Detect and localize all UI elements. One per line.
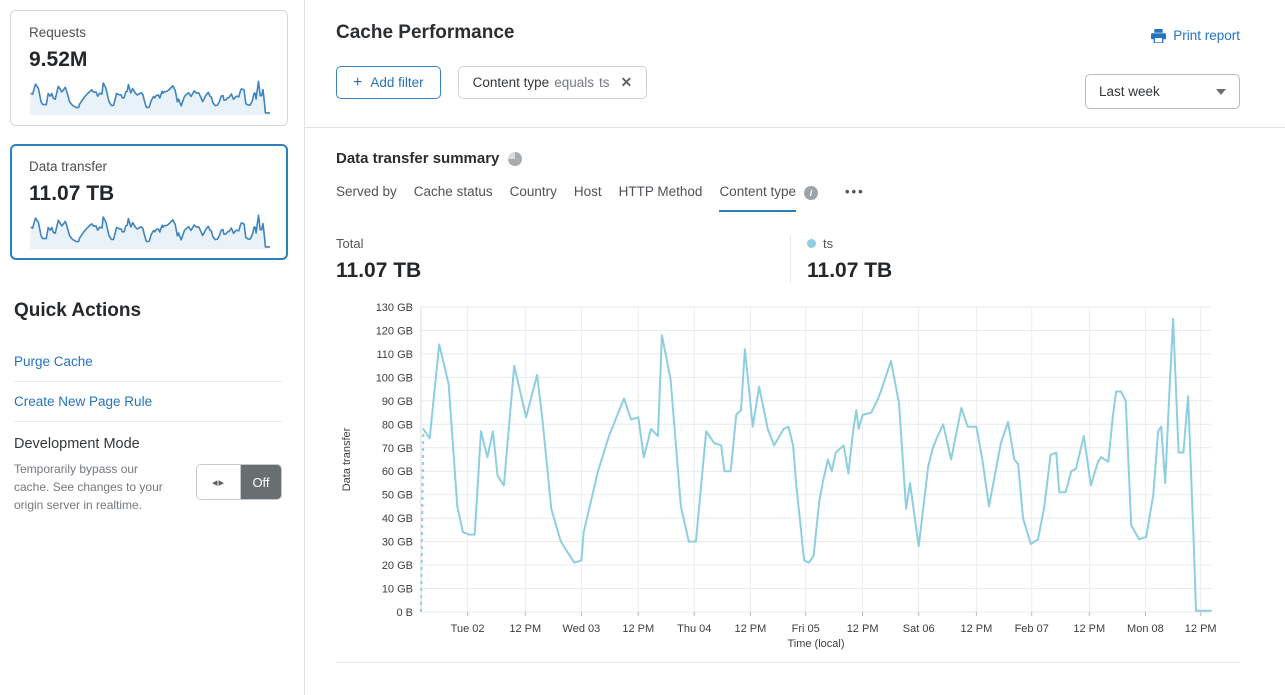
data-transfer-sparkline-chart — [30, 214, 270, 249]
ts-legend-value: 11.07 TB — [807, 259, 893, 282]
time-range-value: Last week — [1099, 84, 1160, 99]
requests-card[interactable]: Requests 9.52M — [10, 10, 288, 126]
data-transfer-summary-section: Data transfer summary Served by Cache sta… — [305, 128, 1285, 663]
svg-text:12 PM: 12 PM — [735, 623, 767, 635]
svg-text:Sat 06: Sat 06 — [903, 623, 935, 635]
divider — [14, 421, 282, 422]
chart-container: 0 B 10 GB 20 GB 30 GB 40 GB 50 GB 60 GB 70 GB 80… — [336, 299, 1240, 656]
summary-title: Data transfer summary — [336, 150, 500, 167]
data-transfer-card-label: Data transfer — [29, 159, 108, 174]
plus-icon: + — [353, 73, 363, 91]
add-filter-label: Add filter — [370, 75, 424, 90]
time-range-select[interactable]: Last week — [1085, 74, 1240, 109]
svg-text:Feb 07: Feb 07 — [1015, 623, 1049, 635]
tab-served-by[interactable]: Served by — [336, 184, 397, 212]
tab-content-type[interactable]: Content type i — [719, 184, 818, 212]
svg-text:70 GB: 70 GB — [382, 443, 413, 455]
divider — [336, 662, 1240, 663]
svg-text:50 GB: 50 GB — [382, 490, 413, 502]
filter-chip-operator: equals — [554, 75, 594, 90]
svg-text:12 PM: 12 PM — [961, 623, 993, 635]
purge-cache-link[interactable]: Purge Cache — [14, 354, 93, 369]
svg-text:12 PM: 12 PM — [1073, 623, 1105, 635]
requests-sparkline-chart — [30, 80, 270, 115]
totals-row: Total 11.07 TB ts 11.07 TB — [336, 236, 1240, 283]
page-title: Cache Performance — [336, 22, 515, 43]
ts-legend-block: ts 11.07 TB — [791, 236, 892, 283]
filter-chip-field: Content type — [472, 75, 550, 90]
svg-text:Tue 02: Tue 02 — [451, 623, 485, 635]
development-mode-toggle[interactable]: ◂▸ Off — [196, 464, 282, 500]
tab-label: Cache status — [413, 184, 493, 199]
quick-actions-title: Quick Actions — [14, 300, 142, 321]
requests-card-value: 9.52M — [29, 48, 88, 71]
svg-text:20 GB: 20 GB — [382, 560, 413, 572]
quick-actions-section: Quick Actions Purge Cache Create New Pag… — [10, 278, 288, 514]
tab-http-method[interactable]: HTTP Method — [619, 184, 703, 212]
development-mode-block: Development Mode Temporarily bypass our … — [14, 422, 282, 514]
tab-label: Host — [573, 184, 602, 199]
main-header: Cache Performance Print report + Add fil… — [305, 0, 1285, 128]
total-value: 11.07 TB — [336, 259, 422, 282]
svg-text:60 GB: 60 GB — [382, 466, 413, 478]
svg-text:40 GB: 40 GB — [382, 513, 413, 525]
more-tabs-icon[interactable]: ••• — [845, 184, 865, 199]
tab-label: Served by — [336, 184, 397, 199]
add-filter-button[interactable]: + Add filter — [336, 66, 441, 99]
svg-text:12 PM: 12 PM — [622, 623, 654, 635]
requests-card-label: Requests — [29, 25, 87, 40]
total-block: Total 11.07 TB — [336, 236, 790, 283]
svg-text:Thu 04: Thu 04 — [677, 623, 711, 635]
ts-legend-dot — [807, 239, 816, 248]
development-mode-description: Temporarily bypass our cache. See change… — [14, 462, 163, 512]
svg-text:0 B: 0 B — [396, 607, 413, 619]
tab-country[interactable]: Country — [510, 184, 557, 212]
create-page-rule-link[interactable]: Create New Page Rule — [14, 394, 153, 409]
svg-text:12 PM: 12 PM — [847, 623, 879, 635]
total-label: Total — [336, 236, 364, 251]
svg-text:10 GB: 10 GB — [382, 584, 413, 596]
tab-label: HTTP Method — [618, 184, 703, 199]
svg-text:Mon 08: Mon 08 — [1127, 623, 1164, 635]
svg-text:12 PM: 12 PM — [509, 623, 541, 635]
sidebar: Requests 9.52M Data transfer 11.07 TB Qu… — [0, 0, 305, 695]
svg-text:Data transfer: Data transfer — [341, 427, 353, 491]
toggle-arrows-icon: ◂▸ — [197, 465, 241, 499]
data-transfer-card[interactable]: Data transfer 11.07 TB — [10, 144, 288, 260]
chevron-down-icon — [1216, 88, 1226, 95]
svg-text:110 GB: 110 GB — [377, 349, 414, 361]
tab-label: Content type — [719, 184, 796, 212]
print-report-button[interactable]: Print report — [1151, 28, 1240, 43]
print-report-label: Print report — [1173, 28, 1240, 43]
filter-chip-value: ts — [598, 75, 610, 90]
printer-icon — [1151, 28, 1167, 43]
toggle-state-label: Off — [241, 465, 281, 499]
divider — [790, 236, 791, 283]
svg-text:130 GB: 130 GB — [376, 302, 413, 314]
remove-filter-icon[interactable]: ✕ — [620, 74, 633, 90]
tab-host[interactable]: Host — [574, 184, 602, 212]
info-icon[interactable]: i — [804, 186, 818, 200]
svg-text:Fri 05: Fri 05 — [792, 623, 820, 635]
data-transfer-line-chart[interactable]: 0 B 10 GB 20 GB 30 GB 40 GB 50 GB 60 GB 70 GB 80… — [336, 299, 1217, 651]
summary-tabs: Served by Cache status Country Host HTTP Met… — [336, 184, 1240, 212]
svg-text:Time (local): Time (local) — [787, 638, 844, 650]
tab-cache-status[interactable]: Cache status — [414, 184, 493, 212]
svg-text:30 GB: 30 GB — [382, 537, 413, 549]
svg-text:Wed 03: Wed 03 — [563, 623, 601, 635]
pie-chart-icon — [508, 151, 523, 166]
development-mode-title: Development Mode — [14, 436, 140, 452]
svg-text:90 GB: 90 GB — [382, 396, 413, 408]
svg-text:80 GB: 80 GB — [382, 419, 413, 431]
data-transfer-card-value: 11.07 TB — [29, 182, 115, 205]
divider — [14, 381, 282, 382]
svg-text:12 PM: 12 PM — [1185, 623, 1216, 635]
tab-label: Country — [509, 184, 557, 199]
main-content: Cache Performance Print report + Add fil… — [305, 0, 1285, 695]
svg-text:100 GB: 100 GB — [376, 372, 413, 384]
ts-legend-label: ts — [823, 236, 834, 251]
filter-chip: Content type equals ts ✕ — [457, 66, 648, 99]
svg-text:120 GB: 120 GB — [376, 326, 413, 338]
